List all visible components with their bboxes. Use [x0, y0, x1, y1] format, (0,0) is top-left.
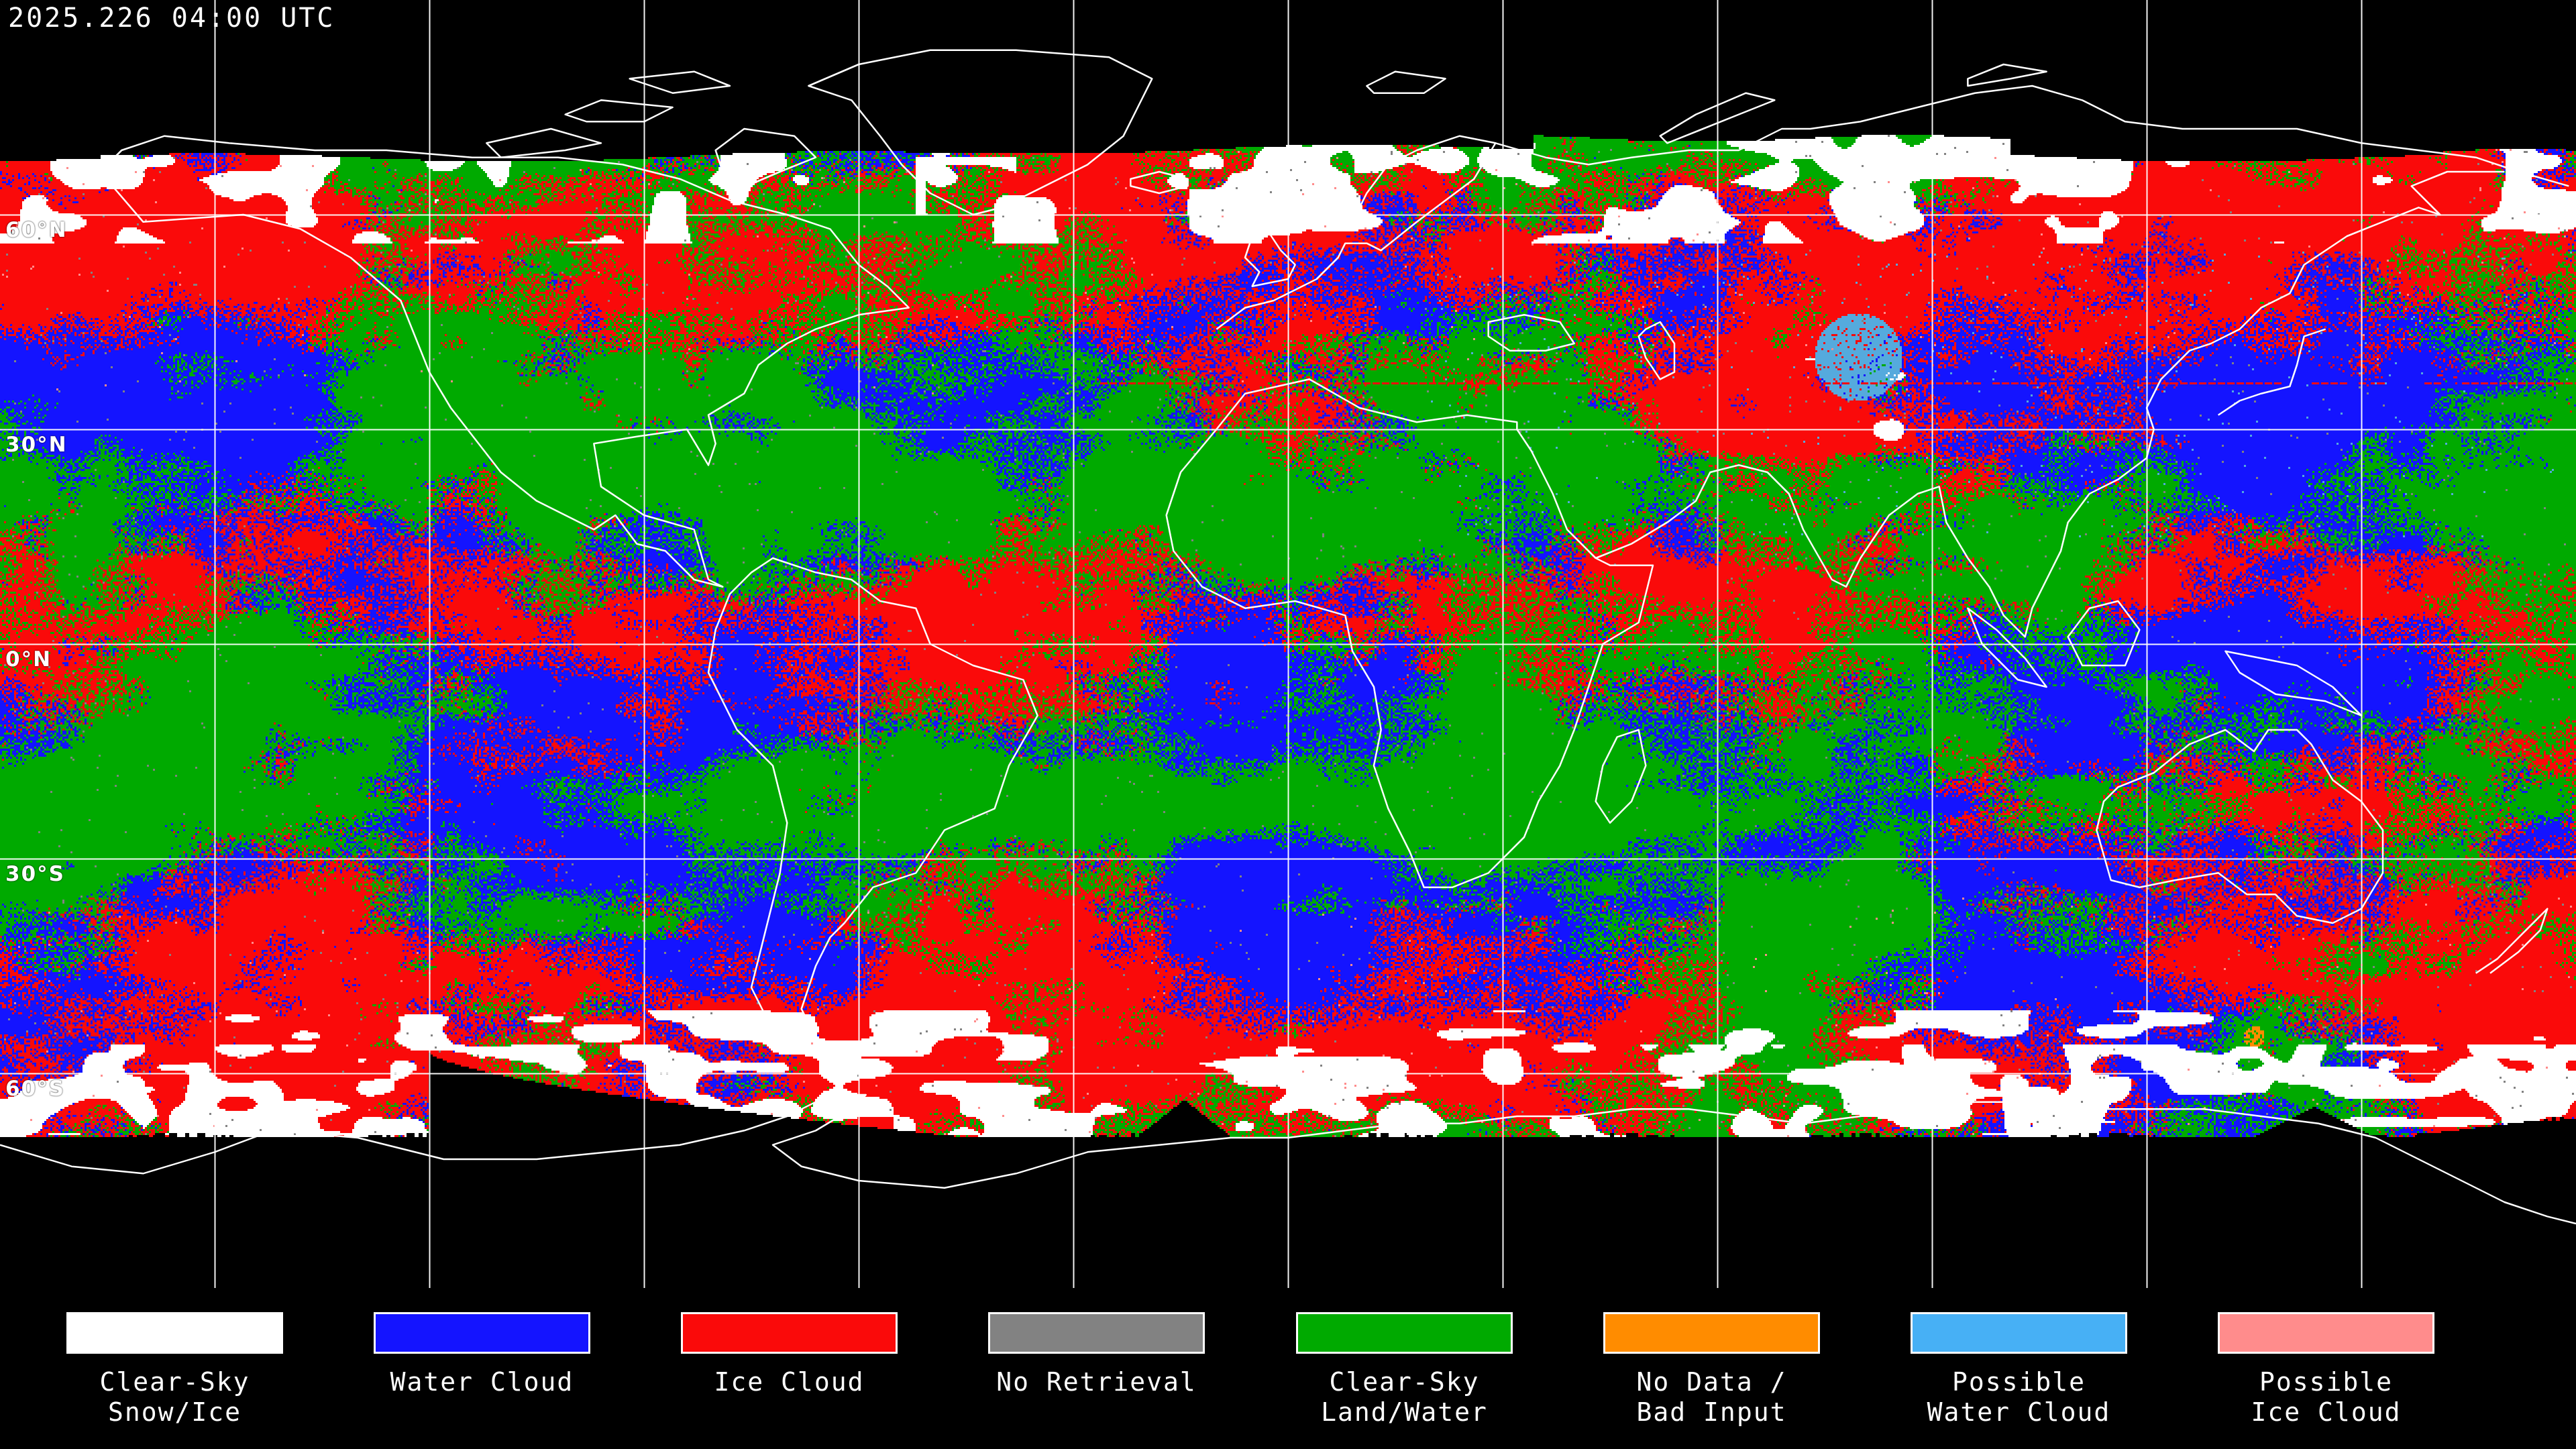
legend-label: Water Cloud [390, 1367, 574, 1397]
legend-label: Clear-Sky Land/Water [1321, 1367, 1488, 1427]
legend-entry: Possible Ice Cloud [2218, 1312, 2434, 1428]
legend-swatch [1296, 1312, 1513, 1354]
legend-entry: Clear-Sky Land/Water [1296, 1312, 1513, 1428]
latitude-label: 30°S [5, 862, 65, 886]
legend-label: Clear-Sky Snow/Ice [99, 1367, 250, 1427]
legend-swatch [1603, 1312, 1820, 1354]
legend-swatch [2218, 1312, 2434, 1354]
map-area: 2025.226 04:00 UTC 60°N 30°N 0°N 30°S 60°S [0, 0, 2576, 1288]
legend-label: No Data / Bad Input [1636, 1367, 1787, 1427]
latitude-label: 60°N [5, 218, 68, 242]
legend-swatch [374, 1312, 590, 1354]
legend-entry: Ice Cloud [681, 1312, 898, 1397]
latitude-label: 0°N [5, 647, 52, 672]
legend-entry: No Data / Bad Input [1603, 1312, 1820, 1428]
latitude-label: 30°N [5, 433, 68, 457]
legend-swatch [1911, 1312, 2127, 1354]
legend-label: No Retrieval [996, 1367, 1197, 1397]
cloud-phase-world-map [0, 0, 2576, 1288]
legend-entry: Water Cloud [374, 1312, 590, 1397]
legend-entry: Possible Water Cloud [1911, 1312, 2127, 1428]
legend-label: Ice Cloud [714, 1367, 865, 1397]
timestamp-label: 2025.226 04:00 UTC [8, 3, 335, 34]
legend-label: Possible Water Cloud [1927, 1367, 2111, 1427]
legend-swatch [988, 1312, 1205, 1354]
legend-swatch [66, 1312, 283, 1354]
legend-entry: No Retrieval [988, 1312, 1205, 1397]
latitude-label: 60°S [5, 1077, 65, 1101]
legend-bar: Clear-Sky Snow/Ice Water Cloud Ice Cloud No… [0, 1288, 2576, 1449]
legend-label: Possible Ice Cloud [2251, 1367, 2402, 1427]
legend-swatch [681, 1312, 898, 1354]
legend-entry: Clear-Sky Snow/Ice [66, 1312, 283, 1428]
